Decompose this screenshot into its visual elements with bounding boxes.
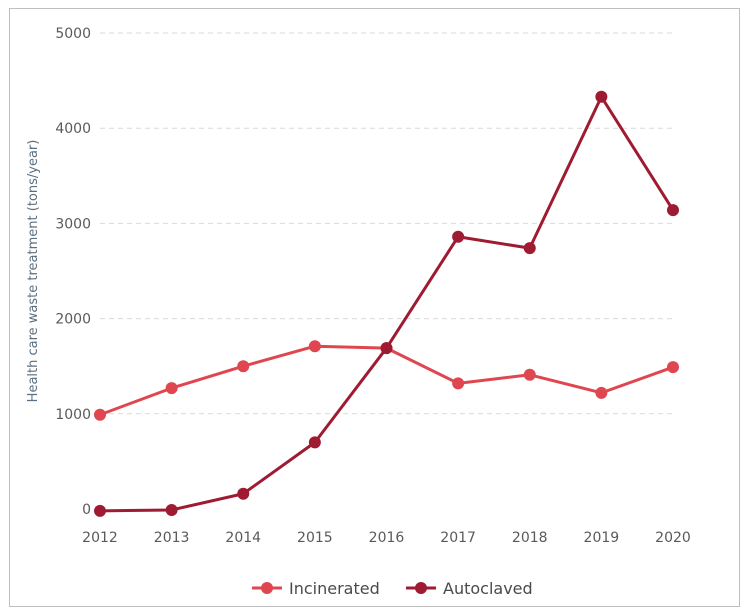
- series-lines: [94, 90, 679, 517]
- y-tick-label: 5000: [55, 26, 91, 42]
- data-point: [308, 436, 321, 449]
- grid-lines: [100, 32, 673, 415]
- x-tick-label: 2019: [584, 530, 620, 546]
- data-point: [452, 377, 465, 390]
- data-point: [523, 368, 536, 381]
- x-tick-label: 2017: [440, 530, 476, 546]
- x-tick-label: 2015: [297, 530, 333, 546]
- y-axis-ticks: 0 1000 2000 3000 4000 5000: [55, 26, 91, 518]
- data-point: [595, 386, 608, 399]
- legend-label: Incinerated: [289, 579, 380, 598]
- data-point: [452, 230, 465, 243]
- legend-swatch-marker: [261, 582, 273, 594]
- y-tick-label: 4000: [55, 121, 91, 137]
- x-axis-ticks: 2012 2013 2014 2015 2016 2017 2018 2019 2020: [82, 530, 691, 546]
- x-tick-label: 2014: [225, 530, 261, 546]
- data-point: [165, 382, 178, 395]
- x-tick-label: 2020: [655, 530, 691, 546]
- data-point: [523, 242, 536, 255]
- data-point: [667, 361, 679, 374]
- y-axis-title: Health care waste treatment (tons/year): [26, 140, 41, 403]
- legend: Incinerated Autoclaved: [252, 579, 533, 598]
- series-line: [98, 95, 675, 513]
- data-point: [667, 204, 679, 217]
- x-tick-label: 2013: [154, 530, 190, 546]
- data-point: [237, 487, 250, 500]
- data-point: [595, 90, 608, 103]
- x-tick-label: 2018: [512, 530, 548, 546]
- legend-item: Autoclaved: [406, 579, 533, 598]
- legend-swatch-marker: [415, 582, 427, 594]
- y-tick-label: 3000: [55, 216, 91, 232]
- chart-frame: 0 1000 2000 3000 4000 5000 2012 2013 2014 2015 20…: [9, 8, 740, 607]
- legend-label: Autoclaved: [443, 579, 533, 598]
- y-tick-label: 1000: [55, 407, 91, 423]
- data-point: [94, 408, 106, 421]
- series-autoclaved: [94, 90, 679, 517]
- data-point: [165, 503, 178, 516]
- data-point: [380, 342, 393, 355]
- y-tick-label: 2000: [55, 312, 91, 328]
- legend-item: Incinerated: [252, 579, 380, 598]
- series-line: [98, 344, 675, 417]
- data-point: [237, 360, 250, 373]
- data-point: [308, 340, 321, 353]
- y-tick-label: 0: [82, 502, 91, 518]
- data-point: [94, 504, 106, 517]
- x-tick-label: 2012: [82, 530, 118, 546]
- x-tick-label: 2016: [369, 530, 405, 546]
